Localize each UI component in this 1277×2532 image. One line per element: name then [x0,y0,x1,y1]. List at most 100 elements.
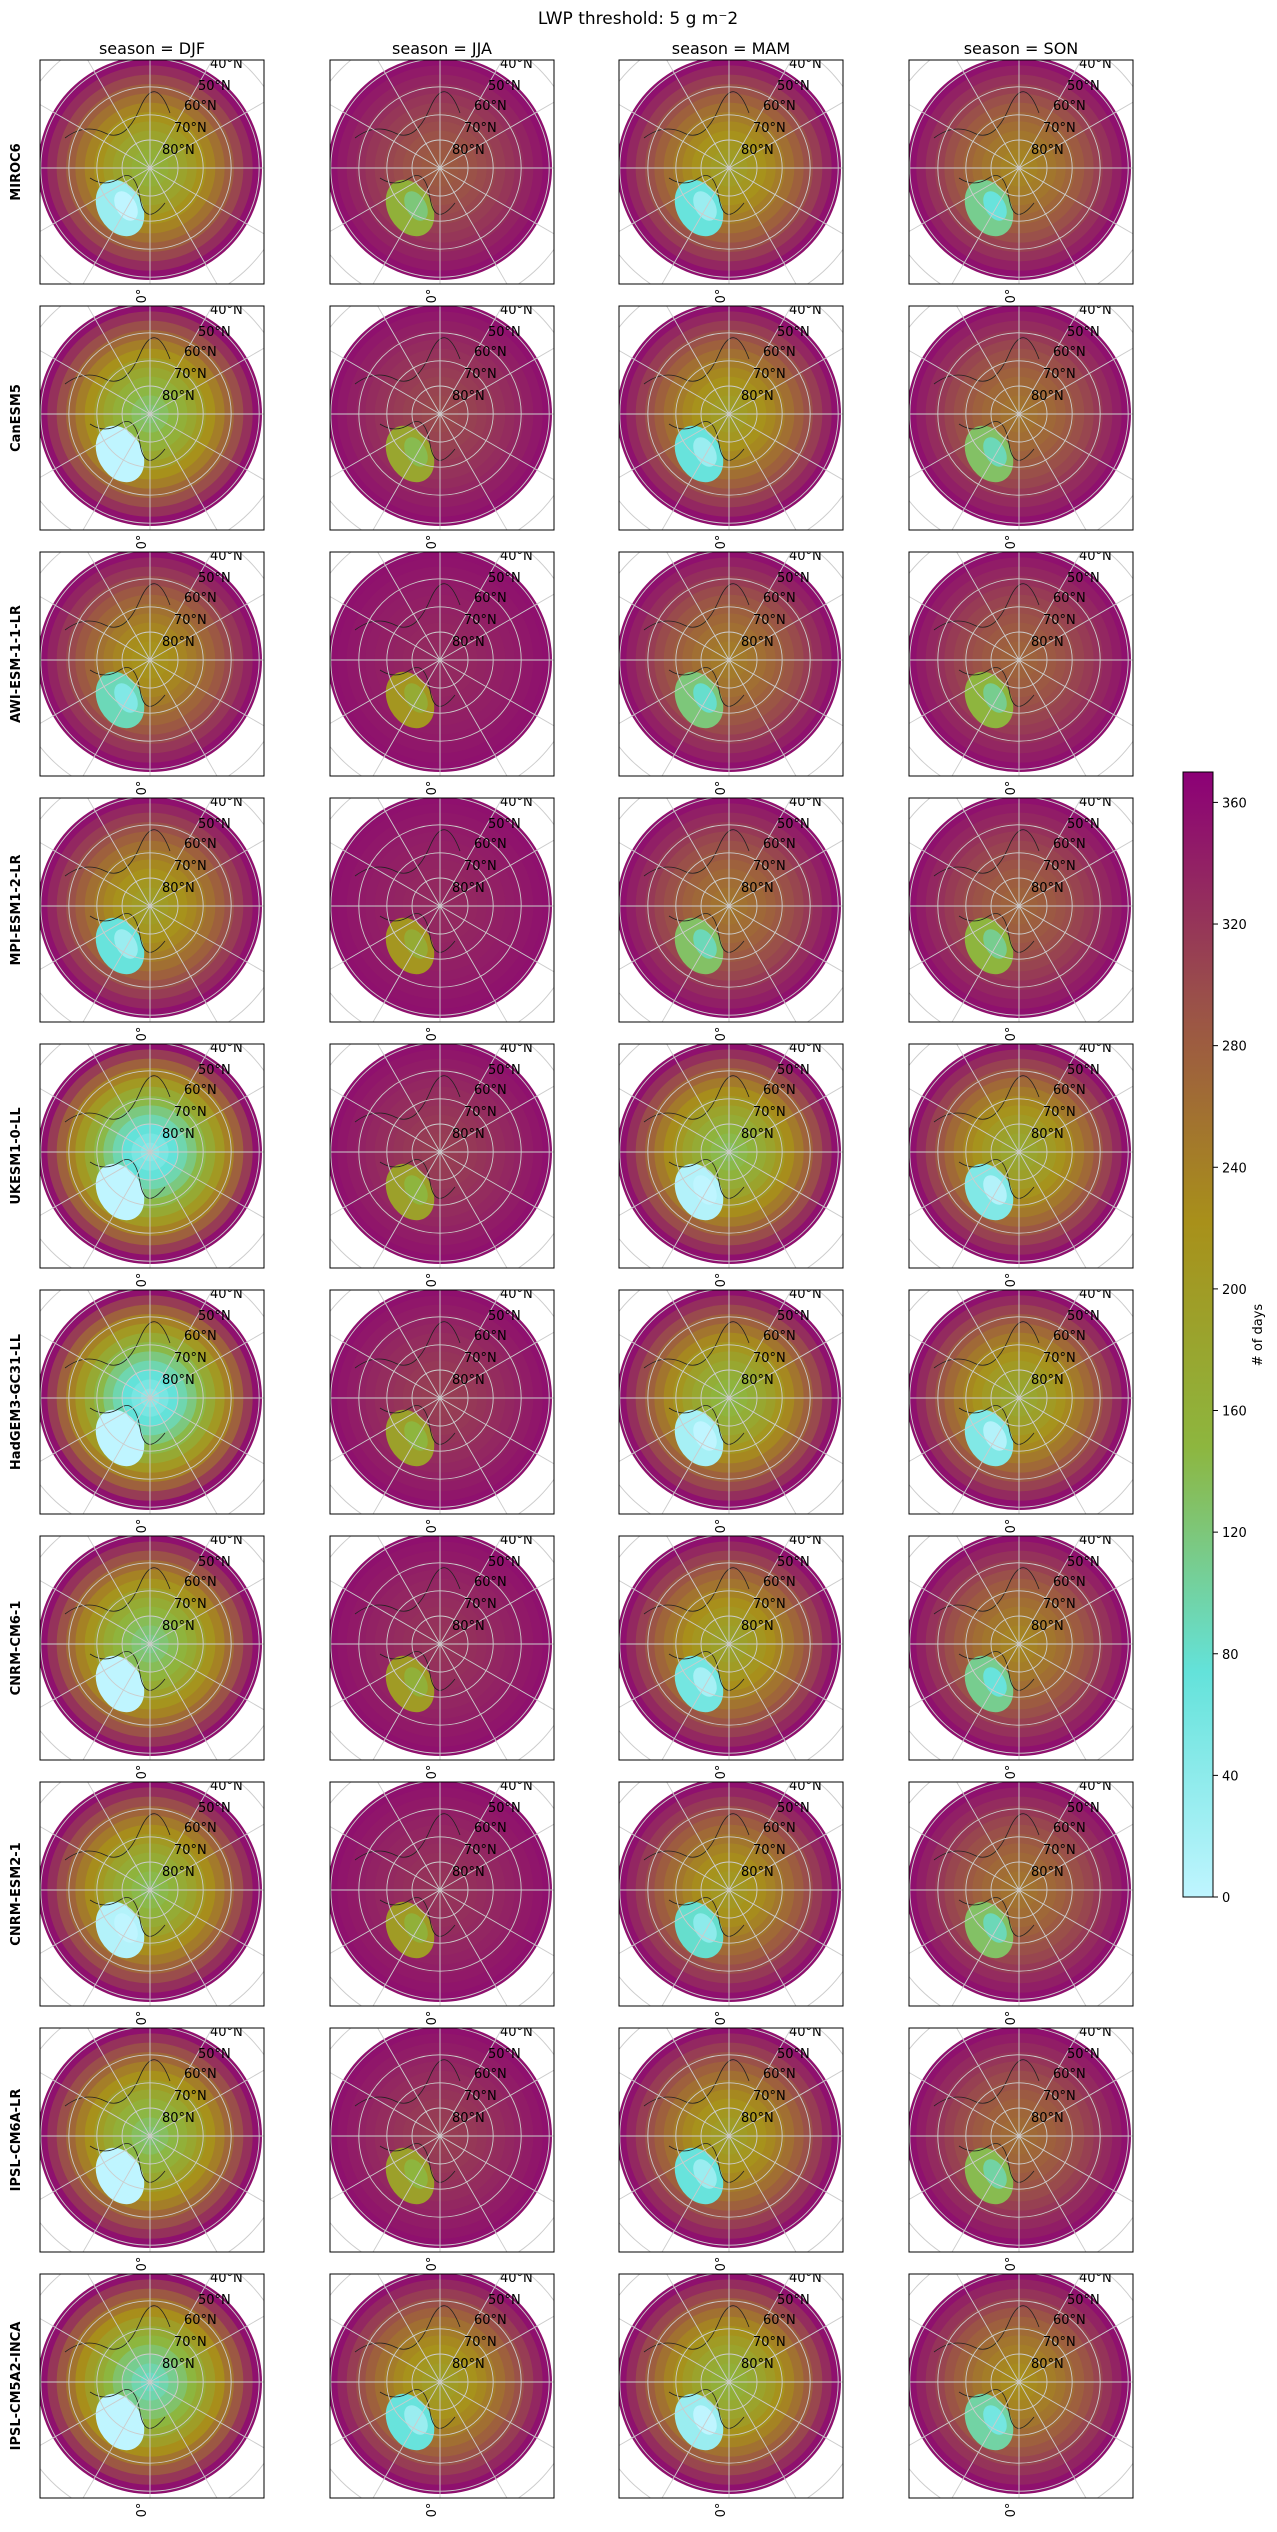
latitude-label: 70°N [464,859,497,874]
meridian [87,552,151,661]
meridian [951,659,1020,776]
latitude-label: 70°N [753,1351,786,1366]
latitude-label: 40°N [1079,303,1112,318]
longitude-label: 0° [714,535,729,550]
longitude-label: 0° [714,1273,729,1288]
latitude-label: 40°N [789,795,822,810]
panel-frame [618,1289,844,1515]
latitude-label: 60°N [474,345,507,360]
latitude-label: 70°N [174,859,207,874]
meridian [728,1889,797,2006]
meridian [439,2381,508,2498]
meridian [40,1397,151,1463]
meridian [149,306,213,415]
meridian [956,1536,1020,1645]
latitude-label: 50°N [777,79,810,94]
latitude-label: 50°N [488,2293,521,2308]
meridian [728,1643,843,1711]
latitude-label: 60°N [763,1575,796,1590]
meridian [377,798,441,907]
meridian [330,413,441,479]
meridian [149,1577,264,1645]
meridian [909,841,1020,907]
longitude-label: 0° [425,781,440,796]
row-label: MIROC6 [9,143,24,200]
meridian [372,1889,441,2006]
meridian [728,839,843,907]
meridian [728,1290,792,1399]
meridian [40,413,151,479]
map-panel: 40°N 50°N 60°N 70°N 80°N 0° [618,795,844,1041]
meridian [40,1087,151,1153]
latitude-label: 60°N [763,99,796,114]
latitude-label: 60°N [763,1821,796,1836]
panel-frame [329,2027,555,2253]
meridian [728,167,797,284]
meridian [149,1044,213,1153]
meridian [1018,2135,1133,2203]
meridian [728,306,792,415]
meridian [1018,1823,1133,1891]
latitude-label: 50°N [1067,79,1100,94]
meridian [661,1643,730,1760]
longitude-label: 0° [135,2503,150,2518]
meridian [728,905,797,1022]
latitude-label: 60°N [184,1821,217,1836]
meridian [728,593,843,661]
meridian [951,2381,1020,2498]
meridian [956,1044,1020,1153]
map-panel: 40°N 50°N 60°N 70°N 80°N 0° [329,2027,555,2272]
latitude-label: 50°N [198,817,231,832]
latitude-label: 80°N [162,1619,195,1634]
meridian [619,595,730,661]
panel-frame [908,1289,1134,1515]
latitude-label: 50°N [198,2293,231,2308]
meridian [330,659,441,725]
meridian [439,1151,508,1268]
longitude-label: 0° [425,2257,440,2272]
latitude-label: 80°N [741,1619,774,1634]
meridian [666,306,730,415]
row-label: AWI-ESM-1-1-LR [9,605,24,723]
latitude-label: 70°N [1043,1351,1076,1366]
latitude-label: 80°N [1031,635,1064,650]
meridian [439,1782,503,1891]
latitude-label: 80°N [1031,2111,1064,2126]
map-panel: 40°N 50°N 60°N 70°N 80°N 0° [908,303,1134,549]
map-panel: 40°N 50°N 60°N 70°N 80°N 0° [39,797,265,1041]
latitude-label: 70°N [464,121,497,136]
latitude-label: 80°N [162,143,195,158]
latitude-label: 50°N [777,571,810,586]
latitude-label: 70°N [753,367,786,382]
panel-frame [39,1535,265,1761]
longitude-label: 0° [714,2503,729,2518]
meridian [909,1643,1020,1709]
panel-frame [329,1289,555,1515]
meridian [372,1643,441,1760]
latitude-label: 50°N [488,571,521,586]
meridian [661,2135,730,2252]
latitude-label: 40°N [210,2025,243,2040]
meridian [439,798,503,907]
latitude-label: 50°N [488,1063,521,1078]
meridian [728,2274,792,2383]
meridian [439,2135,554,2203]
meridian [1018,659,1133,727]
meridian [82,905,151,1022]
latitude-label: 70°N [464,1597,497,1612]
meridian [728,552,792,661]
meridian [439,1889,554,1957]
meridian [909,2071,1020,2137]
meridian [661,2381,730,2498]
latitude-label: 60°N [1053,837,1086,852]
latitude-label: 40°N [1079,795,1112,810]
meridian [149,593,264,661]
meridian [728,659,843,727]
latitude-label: 60°N [474,2067,507,2082]
panel-frame [908,2273,1134,2499]
panel-frame [618,551,844,777]
latitude-label: 40°N [1079,549,1112,564]
latitude-label: 50°N [488,817,521,832]
latitude-label: 50°N [1067,1063,1100,1078]
meridian [619,413,730,479]
